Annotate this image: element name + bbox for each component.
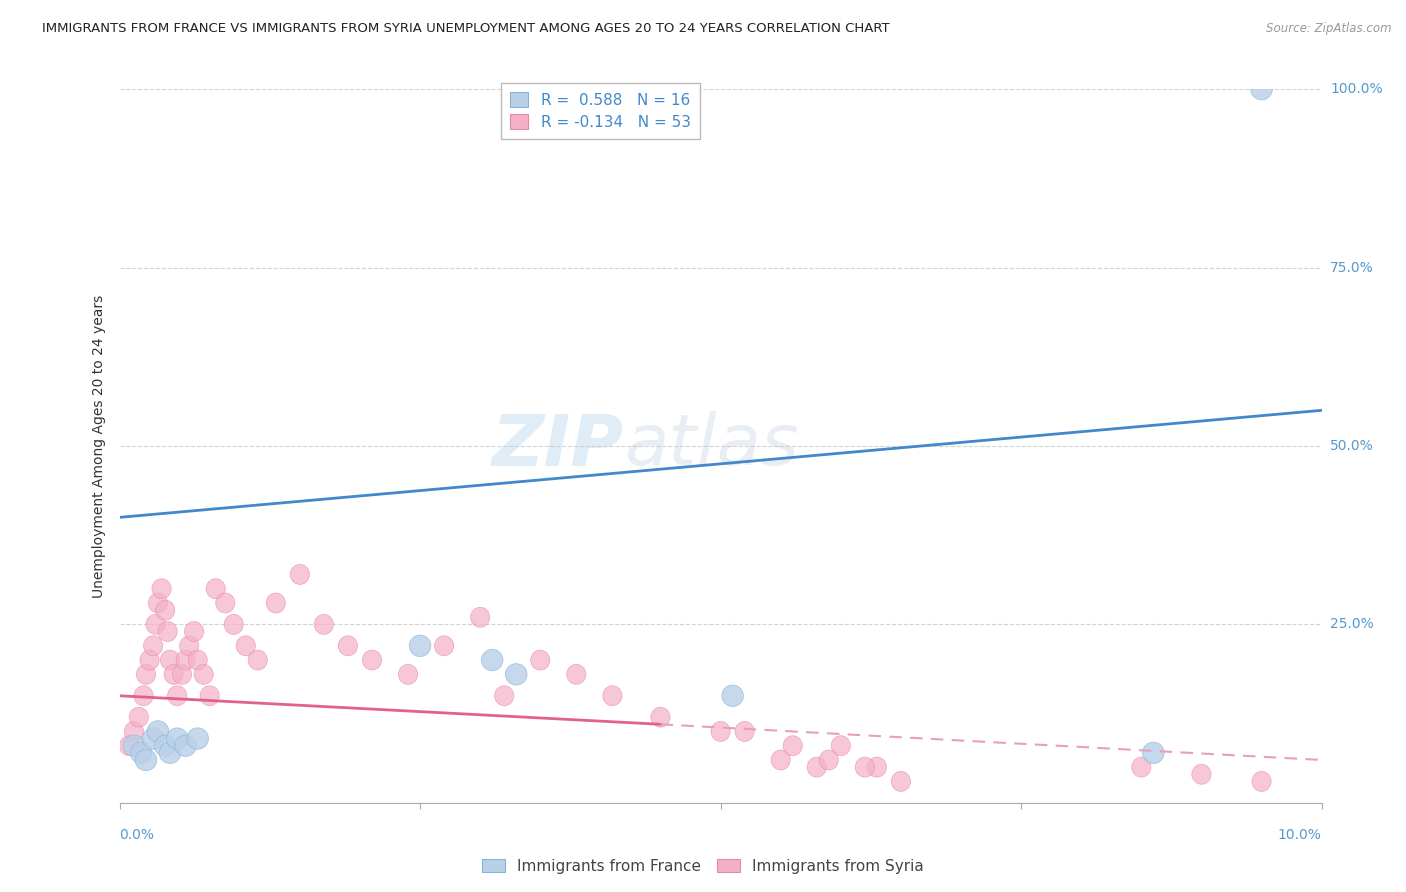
Text: Source: ZipAtlas.com: Source: ZipAtlas.com [1267,22,1392,36]
Ellipse shape [224,615,243,634]
Ellipse shape [156,600,174,620]
Ellipse shape [129,707,149,727]
Ellipse shape [266,593,285,613]
Text: 25.0%: 25.0% [1330,617,1374,632]
Ellipse shape [200,686,219,706]
Ellipse shape [124,735,145,756]
Ellipse shape [603,686,621,706]
Ellipse shape [290,565,309,584]
Ellipse shape [173,665,191,684]
Ellipse shape [711,722,730,741]
Text: 0.0%: 0.0% [120,828,155,842]
Ellipse shape [481,649,503,671]
Ellipse shape [155,735,176,756]
Ellipse shape [165,665,183,684]
Ellipse shape [530,650,550,670]
Ellipse shape [166,728,188,749]
Text: 50.0%: 50.0% [1330,439,1374,453]
Ellipse shape [505,664,527,685]
Ellipse shape [152,579,172,599]
Ellipse shape [735,722,754,741]
Ellipse shape [167,686,187,706]
Ellipse shape [136,665,156,684]
Ellipse shape [567,665,586,684]
Ellipse shape [651,707,671,727]
Ellipse shape [855,757,875,777]
Ellipse shape [157,622,177,641]
Ellipse shape [471,607,489,627]
Ellipse shape [807,757,827,777]
Ellipse shape [315,615,333,634]
Ellipse shape [184,622,204,641]
Ellipse shape [188,650,207,670]
Ellipse shape [207,579,225,599]
Ellipse shape [398,665,418,684]
Ellipse shape [142,728,165,749]
Ellipse shape [1143,742,1164,764]
Ellipse shape [721,685,744,706]
Text: atlas: atlas [624,411,799,481]
Text: 10.0%: 10.0% [1278,828,1322,842]
Ellipse shape [247,650,267,670]
Ellipse shape [783,736,803,756]
Ellipse shape [831,736,851,756]
Ellipse shape [176,650,195,670]
Ellipse shape [363,650,381,670]
Text: IMMIGRANTS FROM FRANCE VS IMMIGRANTS FROM SYRIA UNEMPLOYMENT AMONG AGES 20 TO 24: IMMIGRANTS FROM FRANCE VS IMMIGRANTS FRO… [42,22,890,36]
Legend: Immigrants from France, Immigrants from Syria: Immigrants from France, Immigrants from … [477,853,929,880]
Ellipse shape [194,665,214,684]
Ellipse shape [215,593,235,613]
Ellipse shape [148,721,169,742]
Ellipse shape [1251,772,1271,791]
Ellipse shape [409,635,430,657]
Ellipse shape [187,728,208,749]
Ellipse shape [339,636,357,656]
Ellipse shape [143,636,163,656]
Ellipse shape [174,735,197,756]
Ellipse shape [1251,78,1272,100]
Ellipse shape [891,772,911,791]
Ellipse shape [146,615,165,634]
Legend: R =  0.588   N = 16, R = -0.134   N = 53: R = 0.588 N = 16, R = -0.134 N = 53 [501,83,700,139]
Ellipse shape [149,593,167,613]
Ellipse shape [1132,757,1152,777]
Ellipse shape [160,650,180,670]
Ellipse shape [124,722,143,741]
Ellipse shape [131,742,152,764]
Ellipse shape [141,650,159,670]
Ellipse shape [495,686,513,706]
Ellipse shape [236,636,256,656]
Ellipse shape [770,750,790,770]
Text: 75.0%: 75.0% [1330,260,1374,275]
Text: ZIP: ZIP [492,411,624,481]
Ellipse shape [868,757,886,777]
Text: 100.0%: 100.0% [1330,82,1382,96]
Ellipse shape [120,736,139,756]
Ellipse shape [820,750,838,770]
Y-axis label: Unemployment Among Ages 20 to 24 years: Unemployment Among Ages 20 to 24 years [93,294,107,598]
Ellipse shape [180,636,198,656]
Ellipse shape [434,636,454,656]
Ellipse shape [135,749,157,771]
Ellipse shape [159,742,181,764]
Ellipse shape [1192,764,1211,784]
Ellipse shape [134,686,153,706]
